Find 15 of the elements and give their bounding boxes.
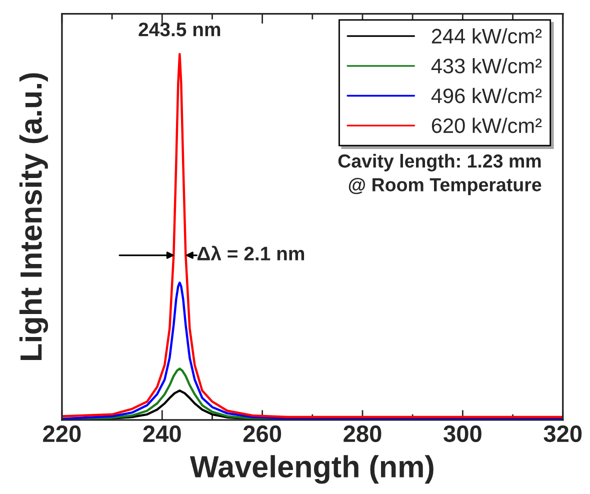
- legend-label: 244 kW/cm²: [432, 28, 542, 44]
- y-axis-title: Light Intensity (a.u.): [19, 73, 48, 360]
- legend-label: 620 kW/cm²: [432, 118, 542, 134]
- x-tick-label: 280: [344, 425, 382, 442]
- x-tick-label: 320: [544, 425, 582, 442]
- x-tick-label: 260: [243, 425, 282, 442]
- legend-label: 433 kW/cm²: [431, 58, 542, 74]
- x-tick-label: 300: [444, 425, 482, 442]
- x-tick-label: 240: [143, 425, 181, 442]
- annotation: Δλ = 2.1 nm: [197, 246, 304, 260]
- x-axis-title: Wavelength (nm): [190, 455, 434, 484]
- annotation: Cavity length: 1.23 mm @ Room Temperature: [338, 154, 542, 196]
- annotation: 243.5 nm: [138, 22, 220, 36]
- x-tick-label: 220: [43, 425, 81, 442]
- legend-label: 496 kW/cm²: [431, 88, 542, 104]
